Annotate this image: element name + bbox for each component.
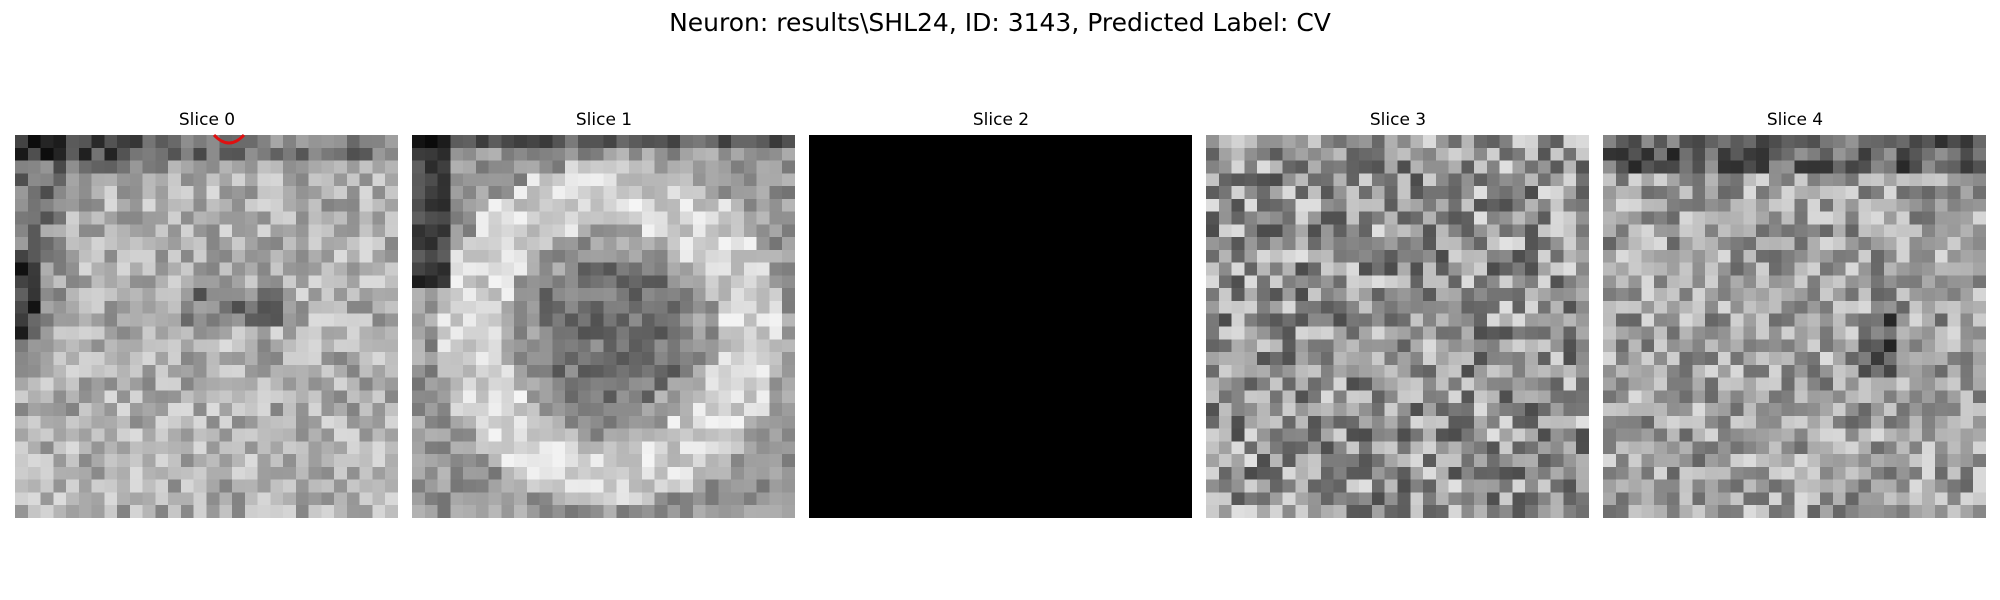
slice-title: Slice 4 xyxy=(1766,110,1824,130)
slice-panel-2: Slice 2 xyxy=(809,108,1193,518)
slice-title: Slice 0 xyxy=(178,110,236,130)
slice-title: Slice 1 xyxy=(575,110,633,130)
slice-panel-3: Slice 3 xyxy=(1206,108,1590,518)
slice-image xyxy=(15,135,398,518)
slice-image xyxy=(412,135,795,518)
slice-panel-1: Slice 1 xyxy=(412,108,796,518)
slice-image xyxy=(809,135,1192,518)
slice-panel-0: Slice 0 xyxy=(15,108,399,518)
slice-image xyxy=(1206,135,1589,518)
slice-title: Slice 3 xyxy=(1369,110,1427,130)
slice-title: Slice 2 xyxy=(972,110,1030,130)
slice-panel-4: Slice 4 xyxy=(1603,108,1987,518)
figure-title: Neuron: results\SHL24, ID: 3143, Predict… xyxy=(669,8,1331,37)
slice-image xyxy=(1603,135,1986,518)
